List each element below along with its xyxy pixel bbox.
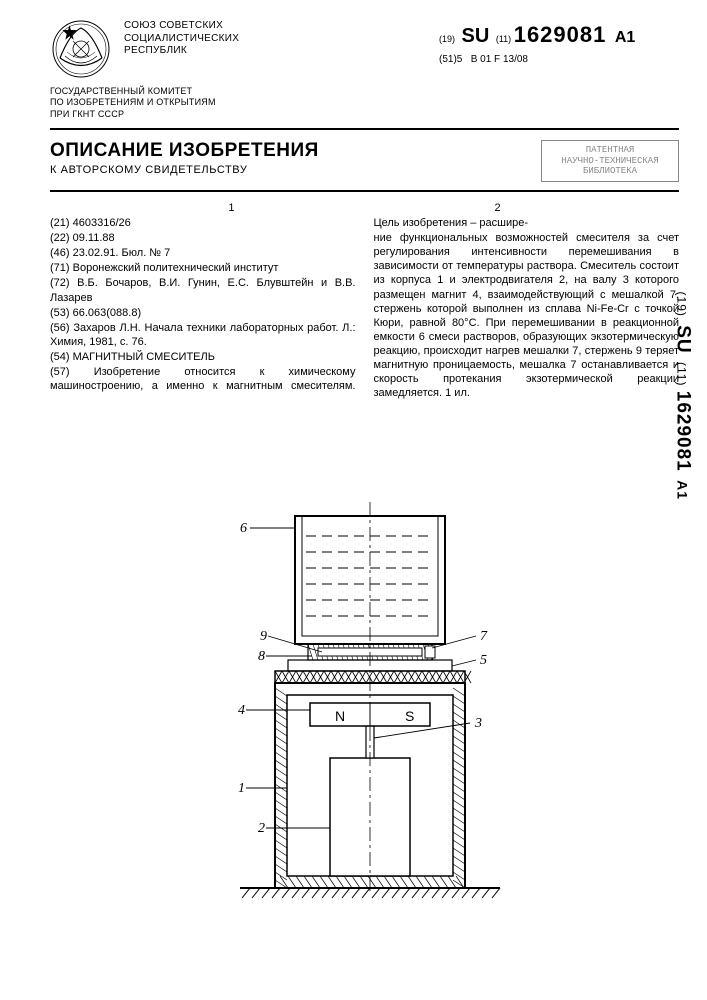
svg-text:9: 9 <box>260 629 267 644</box>
code-19: (19) <box>439 34 455 44</box>
svg-text:5: 5 <box>480 653 487 668</box>
svg-text:2: 2 <box>258 821 265 836</box>
publication-block: (19) SU (11) 1629081 A1 (51)5 B 01 F 13/… <box>439 18 679 65</box>
side-publication-label: (19) SU (11) 1629081 A1 <box>671 292 693 500</box>
divider <box>50 190 679 192</box>
biblio-56: (56) Захаров Л.Н. Начала техники лаборат… <box>50 321 356 349</box>
classification: (51)5 B 01 F 13/08 <box>439 54 679 65</box>
svg-text:S: S <box>405 708 414 724</box>
svg-text:8: 8 <box>258 649 265 664</box>
committee-block: ГОСУДАРСТВЕННЫЙ КОМИТЕТ ПО ИЗОБРЕТЕНИЯМ … <box>50 86 679 120</box>
biblio-22: (22) 09.11.88 <box>50 231 356 245</box>
ipc-code: B 01 F 13/08 <box>471 54 528 65</box>
committee-line: ГОСУДАРСТВЕННЫЙ КОМИТЕТ <box>50 86 679 97</box>
side-SU: SU <box>672 325 693 353</box>
biblio-21: (21) 4603316/26 <box>50 216 356 230</box>
svg-text:1: 1 <box>238 781 245 796</box>
biblio-72: (72) В.Б. Бочаров, В.И. Гунин, Е.С. Блув… <box>50 276 356 304</box>
biblio-46: (46) 23.02.91. Бюл. № 7 <box>50 246 356 260</box>
divider <box>50 128 679 130</box>
side-number: 1629081 <box>672 391 693 472</box>
svg-text:7: 7 <box>480 629 488 644</box>
publication-number: 1629081 <box>514 22 607 47</box>
svg-text:N: N <box>335 708 345 724</box>
country-name: СОЮЗ СОВЕТСКИХ СОЦИАЛИСТИЧЕСКИХ РЕСПУБЛИ… <box>124 18 427 58</box>
country-line: СОЦИАЛИСТИЧЕСКИХ <box>124 33 427 46</box>
side-suffix: A1 <box>674 480 690 500</box>
code-51: (51)5 <box>439 54 462 65</box>
col-number-2: 2 <box>495 202 501 214</box>
svg-text:6: 6 <box>240 521 247 536</box>
committee-line: ПО ИЗОБРЕТЕНИЯМ И ОТКРЫТИЯМ <box>50 97 679 108</box>
figure-1: N S 1 2 3 4 5 6 7 8 9 <box>50 488 679 908</box>
document-title: ОПИСАНИЕ ИЗОБРЕТЕНИЯ <box>50 140 319 162</box>
biblio-71: (71) Воронежский политехнический институ… <box>50 261 356 275</box>
col-number-1: 1 <box>228 202 234 214</box>
biblio-53: (53) 66.063(088.8) <box>50 306 356 320</box>
title-row: ОПИСАНИЕ ИЗОБРЕТЕНИЯ К АВТОРСКОМУ СВИДЕТ… <box>50 140 679 182</box>
stamp-line: ПАТЕНТНАЯ <box>550 145 670 156</box>
header-center: СОЮЗ СОВЕТСКИХ СОЦИАЛИСТИЧЕСКИХ РЕСПУБЛИ… <box>124 18 427 58</box>
side-code11: (11) <box>674 362 688 386</box>
title-block: ОПИСАНИЕ ИЗОБРЕТЕНИЯ К АВТОРСКОМУ СВИДЕТ… <box>50 140 319 182</box>
country-line: СОЮЗ СОВЕТСКИХ <box>124 20 427 33</box>
body-text: (21) 4603316/26 (22) 09.11.88 (46) 23.02… <box>50 216 679 476</box>
library-stamp: ПАТЕНТНАЯ НАУЧНО-ТЕХНИЧЕСКАЯ БИБЛИОТЕКА <box>541 140 679 182</box>
country-line: РЕСПУБЛИК <box>124 45 427 58</box>
side-code19: (19) <box>674 292 688 317</box>
svg-text:4: 4 <box>238 703 245 718</box>
country-code: SU <box>462 25 490 47</box>
abstract-text: ние функциональных возможностей смесител… <box>374 231 680 400</box>
svg-text:3: 3 <box>474 716 482 731</box>
code-11: (11) <box>496 34 511 44</box>
stamp-line: НАУЧНО-ТЕХНИЧЕСКАЯ <box>550 156 670 167</box>
column-numbers: 1 2 <box>50 202 679 214</box>
document-subtitle: К АВТОРСКОМУ СВИДЕТЕЛЬСТВУ <box>50 164 319 176</box>
stamp-line: БИБЛИОТЕКА <box>550 166 670 177</box>
publication-suffix: A1 <box>615 29 635 46</box>
ussr-emblem <box>50 18 112 80</box>
biblio-54: (54) МАГНИТНЫЙ СМЕСИТЕЛЬ <box>50 350 356 364</box>
publication-codes: (19) SU (11) 1629081 A1 <box>439 22 679 48</box>
document-header: СОЮЗ СОВЕТСКИХ СОЦИАЛИСТИЧЕСКИХ РЕСПУБЛИ… <box>50 18 679 80</box>
committee-line: ПРИ ГКНТ СССР <box>50 109 679 120</box>
